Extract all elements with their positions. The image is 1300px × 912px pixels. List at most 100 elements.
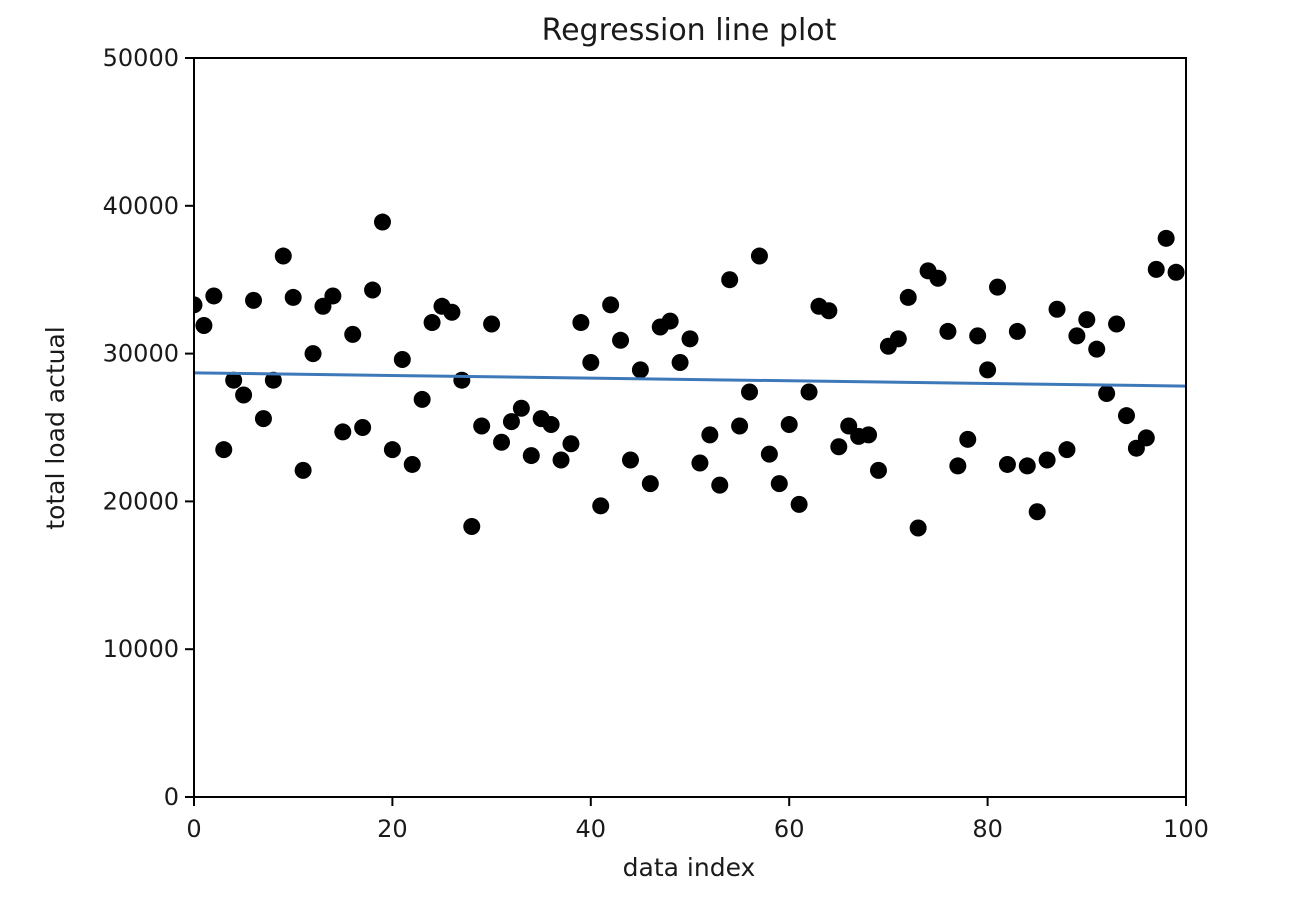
x-tick-label: 40 [576, 815, 607, 843]
x-tick-label: 100 [1163, 815, 1209, 843]
data-point [304, 345, 322, 363]
plot-marks [194, 213, 1186, 537]
data-point [780, 416, 798, 434]
data-point [334, 423, 352, 441]
data-point [254, 410, 272, 428]
data-point [522, 447, 540, 465]
data-point [215, 441, 233, 459]
data-point [413, 390, 431, 408]
data-point [989, 278, 1007, 296]
data-point [294, 461, 312, 479]
data-point [443, 303, 461, 321]
data-point [721, 271, 739, 289]
data-point [869, 461, 887, 479]
data-point [364, 281, 382, 299]
data-point [1078, 311, 1096, 329]
y-tick-label: 40000 [103, 192, 179, 220]
x-tick-label: 20 [377, 815, 408, 843]
data-point [284, 288, 302, 306]
data-point [473, 417, 491, 435]
data-point [344, 325, 362, 343]
data-point [1048, 300, 1066, 318]
data-point [1018, 457, 1036, 475]
data-point [701, 426, 719, 444]
data-point [631, 361, 649, 379]
tick-layer: 0 20 40 60 80 100 0 10000 20000 30000 40000 50000 [103, 44, 1209, 843]
data-point [453, 371, 471, 389]
data-point [502, 413, 520, 431]
y-axis-title: total load actual [41, 326, 70, 529]
data-point [1088, 340, 1106, 358]
data-point [959, 430, 977, 448]
data-point [274, 247, 292, 265]
data-point [542, 416, 560, 434]
data-point [760, 445, 778, 463]
data-point [1098, 385, 1116, 403]
data-point [552, 451, 570, 469]
data-point [324, 287, 342, 305]
data-point [423, 314, 441, 332]
data-point [383, 441, 401, 459]
data-point [1008, 322, 1026, 340]
data-point [691, 454, 709, 472]
regression-line [194, 371, 1186, 388]
data-point [194, 296, 203, 314]
data-point [671, 353, 689, 371]
data-point [373, 213, 391, 231]
x-tick-label: 60 [774, 815, 805, 843]
data-point [602, 296, 620, 314]
x-tick-label: 0 [186, 815, 201, 843]
data-point [979, 361, 997, 379]
data-point [403, 455, 421, 473]
data-point [909, 519, 927, 537]
data-point [1058, 441, 1076, 459]
data-point [750, 247, 768, 265]
data-point [572, 314, 590, 332]
data-point [1157, 229, 1175, 247]
data-point [899, 288, 917, 306]
data-point [770, 475, 788, 493]
data-point [1167, 263, 1185, 281]
data-point [354, 419, 372, 436]
y-tick-label: 20000 [103, 487, 179, 515]
data-point [463, 518, 481, 536]
data-point [830, 438, 848, 456]
y-tick-label: 10000 [103, 635, 179, 663]
y-tick-label: 0 [164, 783, 179, 811]
data-point [949, 457, 967, 475]
data-point [661, 312, 679, 330]
x-tick-label: 80 [972, 815, 1003, 843]
data-point [592, 497, 610, 515]
data-point [820, 302, 838, 320]
data-point [790, 495, 808, 513]
data-point [512, 399, 530, 417]
y-tick-label: 30000 [103, 340, 179, 368]
data-point [1147, 260, 1165, 278]
data-point [493, 433, 511, 451]
x-axis-title: data index [623, 853, 756, 882]
data-point [1137, 429, 1155, 447]
data-point [1028, 503, 1046, 521]
data-point [582, 353, 600, 371]
data-point [562, 435, 580, 453]
data-point [939, 322, 957, 340]
data-point [195, 317, 213, 335]
data-point [929, 269, 947, 287]
data-point [860, 426, 878, 444]
data-point [1038, 451, 1056, 469]
data-point [711, 476, 729, 494]
data-point [483, 315, 501, 333]
data-point [1108, 315, 1126, 333]
data-point [1117, 407, 1135, 425]
chart-title: Regression line plot [542, 13, 837, 48]
data-point [235, 386, 253, 404]
plot-frame [193, 57, 1187, 798]
y-tick-label: 50000 [103, 44, 179, 72]
data-point [264, 371, 282, 389]
data-point [641, 475, 659, 493]
data-point [205, 287, 223, 305]
data-point [612, 331, 630, 349]
data-point [969, 327, 987, 345]
data-point [393, 351, 411, 369]
